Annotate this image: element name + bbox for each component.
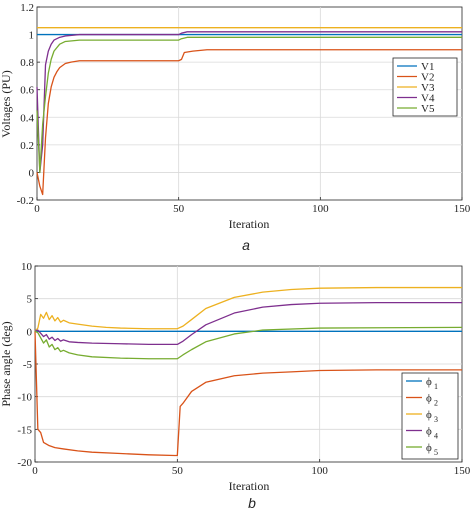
panel-b-series-phi2 xyxy=(34,331,462,457)
panel-a-series xyxy=(36,27,462,196)
panel-b-tick-labels: 0 50 100 150 -20 -15 -10 -5 0 5 10 xyxy=(17,261,470,477)
panel-b-x-tick-label: 100 xyxy=(311,465,328,477)
panel-b-legend-label: ϕ xyxy=(426,393,432,405)
panel-b-x-tick-label: 0 xyxy=(32,465,38,477)
panel-a-legend-label: V5 xyxy=(421,103,435,115)
panel-a-series-V4 xyxy=(36,31,462,174)
panel-a-legend-label: V2 xyxy=(421,72,434,84)
panel-b-legend: ϕ 1ϕ 2ϕ 3ϕ 4ϕ 5 xyxy=(401,372,459,460)
panel-b-series-phi3 xyxy=(34,286,462,332)
panel-a-plot-area xyxy=(36,6,463,201)
panel-b-y-tick-label: -5 xyxy=(23,359,33,371)
panel-b-x-tick-label: 50 xyxy=(172,465,184,477)
panel-b-legend-label: ϕ xyxy=(426,376,432,388)
panel-b-legend-label: ϕ xyxy=(426,426,432,438)
panel-b-series-phi5 xyxy=(34,326,463,360)
panel-b-x-tick-label: 150 xyxy=(454,465,471,477)
panel-a-legend-label: V1 xyxy=(421,61,434,73)
panel-b-legend-subscript: 1 xyxy=(434,382,438,391)
panel-b-legend-label: ϕ xyxy=(426,409,432,421)
panel-b-legend-subscript: 5 xyxy=(434,448,438,457)
panel-b-y-tick-label: -20 xyxy=(17,457,32,469)
panel-a-y-tick-label: 0.6 xyxy=(20,85,34,97)
panel-b-y-tick-label: 5 xyxy=(27,294,33,306)
panel-b-y-tick-label: 0 xyxy=(27,326,33,338)
panel-b-legend-subscript: 2 xyxy=(434,399,438,408)
panel-a-series-V5 xyxy=(36,36,462,174)
panel-a-x-tick-label: 100 xyxy=(312,203,329,215)
panel-a-subfigure-label: a xyxy=(242,237,250,253)
panel-b-y-tick-label: 10 xyxy=(21,261,33,273)
panel-a-y-tick-label: -0.2 xyxy=(17,195,34,207)
panel-b-series xyxy=(34,286,463,457)
panel-b-legend-subscript: 4 xyxy=(434,432,438,441)
panel-a-x-tick-label: 0 xyxy=(34,203,40,215)
panel-b-subfigure-label: b xyxy=(248,495,256,511)
panel-a-x-tick-label: 150 xyxy=(454,203,471,215)
panel-a-x-axis-label: Iteration xyxy=(229,217,270,231)
panel-a-y-tick-label: 0.4 xyxy=(20,112,34,124)
panel-b-legend-label: ϕ xyxy=(426,442,432,454)
panel-a-chart: 0 50 100 150-0.200.20.40.60.811.2 Iteration… xyxy=(0,2,471,253)
panel-a-y-tick-label: 1 xyxy=(29,30,35,42)
panel-a-y-tick-label: 0 xyxy=(29,167,35,179)
panel-a-legend-label: V4 xyxy=(421,93,435,105)
panel-a-series-V2 xyxy=(36,49,462,196)
panel-a-x-tick-label: 50 xyxy=(173,203,185,215)
panel-b-y-tick-label: -10 xyxy=(17,392,32,404)
panel-b-x-axis-label: Iteration xyxy=(229,479,270,493)
panel-b-y-tick-label: -15 xyxy=(17,424,32,436)
panel-a-y-tick-label: 0.8 xyxy=(20,57,34,69)
panel-b-y-axis-label: Phase angle (deg) xyxy=(0,321,13,406)
panel-b-chart: 0 50 100 150 -20 -15 -10 -5 0 5 10 Iteration Phase… xyxy=(0,261,471,511)
panel-a-legend-label: V3 xyxy=(421,82,435,94)
panel-a-y-tick-label: 0.2 xyxy=(20,140,34,152)
panel-a-y-tick-label: 1.2 xyxy=(20,2,34,14)
panel-b-series-phi4 xyxy=(34,301,462,346)
panel-b-legend-subscript: 3 xyxy=(434,415,438,424)
panel-a-y-axis-label: Voltages (PU) xyxy=(0,70,13,137)
panel-a-tick-labels: 0 50 100 150-0.200.20.40.60.811.2 xyxy=(17,2,471,215)
panel-b-legend-box xyxy=(401,372,459,460)
